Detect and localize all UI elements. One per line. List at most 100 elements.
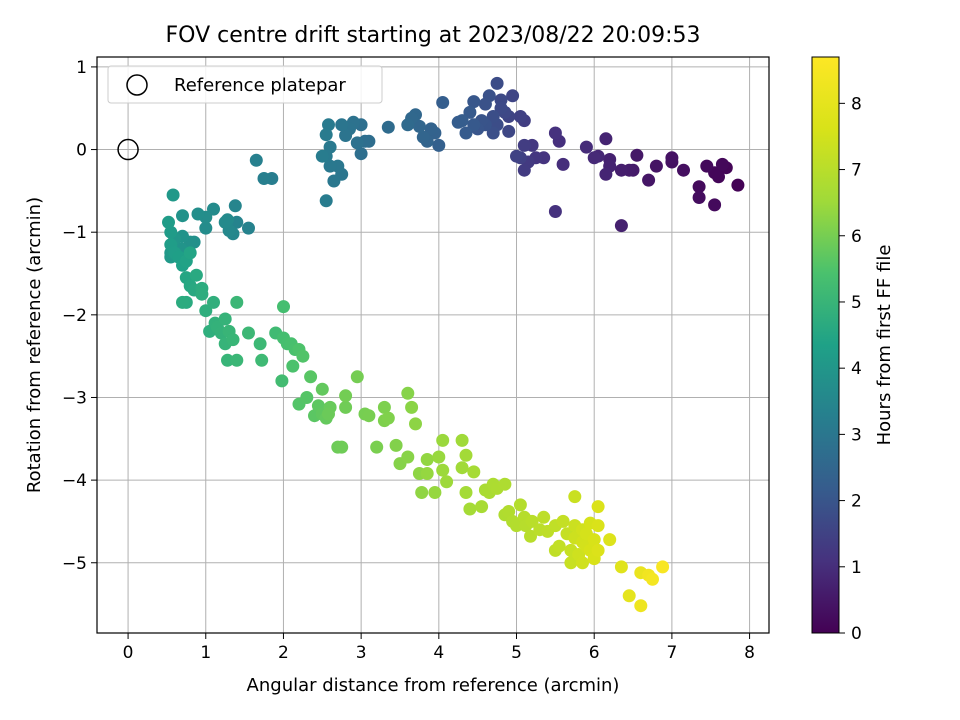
data-point <box>548 205 562 218</box>
data-point <box>409 417 422 431</box>
data-point <box>286 359 300 373</box>
data-point <box>389 438 403 452</box>
y-axis-label: Rotation from reference (arcmin) <box>24 197 45 493</box>
data-point <box>587 151 601 165</box>
data-point <box>195 287 209 301</box>
x-axis-ticks: 0 1 2 3 4 5 6 7 8 <box>123 633 755 663</box>
colorbar-tick-label: 1 <box>851 558 862 578</box>
data-point <box>322 118 335 132</box>
data-point <box>517 163 531 177</box>
data-point <box>451 115 465 129</box>
data-point <box>506 89 520 103</box>
data-point <box>335 118 349 132</box>
data-point <box>242 326 255 340</box>
data-point <box>622 589 636 603</box>
y-tick-label: 0 <box>76 141 87 161</box>
data-point <box>646 572 659 586</box>
data-point <box>630 148 644 162</box>
data-point <box>556 157 570 171</box>
data-point <box>692 180 706 194</box>
x-tick-label: 4 <box>433 643 444 663</box>
data-point <box>463 502 477 516</box>
data-point <box>327 174 341 188</box>
data-point <box>498 477 512 491</box>
data-point <box>191 207 205 221</box>
x-tick-label: 0 <box>123 643 134 663</box>
data-point <box>510 149 523 163</box>
reference-point-marker <box>117 138 139 161</box>
data-point <box>564 556 578 570</box>
data-point <box>467 95 481 109</box>
data-point <box>478 97 492 111</box>
data-point <box>463 105 477 119</box>
data-point <box>467 118 481 132</box>
data-point <box>424 122 438 136</box>
data-point <box>230 295 244 309</box>
data-point <box>189 268 203 282</box>
data-point <box>323 159 337 173</box>
data-point <box>183 246 197 260</box>
data-point <box>490 76 504 90</box>
data-point <box>164 225 178 239</box>
data-point <box>401 118 415 132</box>
data-point <box>257 172 271 185</box>
data-point <box>537 510 551 524</box>
data-point <box>428 486 442 499</box>
data-point <box>455 461 469 475</box>
data-point <box>176 209 189 223</box>
data-point <box>350 370 364 384</box>
data-point <box>599 132 613 146</box>
data-point <box>587 533 601 547</box>
data-point <box>176 295 189 309</box>
y-tick-label: 1 <box>76 58 87 78</box>
data-point <box>502 505 516 518</box>
data-point <box>552 539 566 553</box>
colorbar-label: Hours from first FF file <box>874 245 895 446</box>
x-tick-label: 3 <box>356 643 367 663</box>
y-tick-label: −2 <box>62 306 87 326</box>
data-point <box>296 349 310 363</box>
data-point <box>412 119 426 133</box>
data-point <box>420 467 434 480</box>
x-tick-label: 1 <box>200 643 211 663</box>
data-point <box>255 353 269 367</box>
data-point <box>218 215 232 229</box>
colorbar: 0 1 2 3 4 5 6 7 8 Hours from first FF file <box>811 56 895 644</box>
data-point <box>166 188 180 202</box>
reference-marker <box>117 138 139 161</box>
data-point <box>339 400 353 414</box>
data-point <box>494 101 508 115</box>
data-point <box>436 463 450 477</box>
data-point <box>277 300 290 314</box>
x-tick-label: 2 <box>278 643 289 663</box>
colorbar-tick-label: 3 <box>851 425 862 445</box>
data-point <box>459 448 473 462</box>
data-point <box>221 353 234 367</box>
data-point <box>226 333 240 347</box>
data-point <box>319 194 333 208</box>
data-point <box>339 129 353 142</box>
colorbar-ticks: 0 1 2 3 4 5 6 7 8 <box>839 94 862 644</box>
data-point <box>467 465 481 479</box>
data-point <box>634 599 648 613</box>
data-point <box>700 159 714 173</box>
data-point <box>517 138 531 152</box>
data-point <box>322 407 335 421</box>
x-tick-label: 5 <box>511 643 522 663</box>
x-axis-label: Angular distance from reference (arcmin) <box>247 675 620 696</box>
data-point <box>275 374 289 388</box>
data-point <box>315 382 329 396</box>
data-point <box>405 400 419 414</box>
data-point <box>362 409 376 423</box>
x-tick-label: 7 <box>666 643 677 663</box>
data-point <box>708 198 722 212</box>
data-point <box>339 389 353 403</box>
data-point <box>249 153 263 167</box>
data-point <box>603 533 617 547</box>
data-point <box>420 453 434 466</box>
data-point <box>381 411 395 425</box>
colorbar-tick-label: 8 <box>851 94 862 114</box>
colorbar-tick-label: 4 <box>851 359 862 379</box>
legend: Reference platepar <box>107 65 383 104</box>
